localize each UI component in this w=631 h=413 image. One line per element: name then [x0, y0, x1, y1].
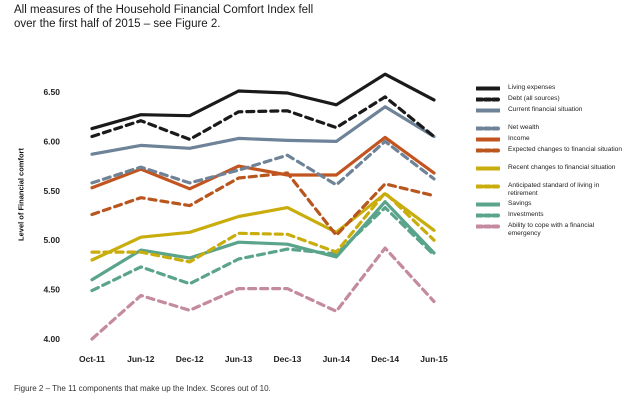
series-line — [90, 95, 436, 141]
legend-swatch — [476, 86, 500, 91]
legend-swatch — [476, 108, 500, 113]
y-tick-label: 4.00 — [43, 334, 60, 344]
x-tick-label: Dec-13 — [273, 354, 301, 364]
x-tick-label: Jun-14 — [323, 354, 351, 364]
x-tick-label: Dec-12 — [176, 354, 204, 364]
legend-item: Net wealth — [476, 124, 626, 135]
legend-item: Living expenses — [476, 84, 626, 95]
legend-item: Ability to cope with a financial emergen… — [476, 222, 626, 240]
series-line — [90, 191, 436, 264]
legend-label: Recent changes to financial situation — [508, 164, 616, 171]
legend-item: Expected changes to financial situation — [476, 146, 626, 164]
legend-item: Investments — [476, 211, 626, 222]
legend-swatch — [476, 166, 500, 171]
legend-item: Recent changes to financial situation — [476, 164, 626, 182]
series-line — [90, 192, 436, 262]
legend-swatch — [476, 224, 500, 229]
x-tick-label: Oct-11 — [79, 354, 105, 364]
y-tick-label: 6.50 — [43, 87, 60, 97]
legend-label: Ability to cope with a financial emergen… — [508, 222, 595, 237]
legend-label: Investments — [508, 211, 544, 218]
legend-item: Savings — [476, 200, 626, 211]
x-tick-label: Jun-13 — [225, 354, 253, 364]
series-line — [90, 135, 436, 191]
legend-swatch — [476, 148, 500, 153]
legend-item: Anticipated standard of living in retire… — [476, 182, 626, 200]
legend-swatch — [476, 184, 500, 189]
legend-swatch — [476, 202, 500, 207]
y-tick-label: 5.50 — [43, 186, 60, 196]
legend-label: Current financial situation — [508, 106, 583, 113]
series-line — [90, 105, 436, 156]
intro-text: All measures of the Household Financial … — [14, 4, 314, 30]
figure-caption: Figure 2 – The 11 components that make u… — [14, 384, 271, 393]
series-line — [90, 139, 436, 187]
legend: Living expenses Debt (all sources) Current… — [476, 84, 626, 240]
series-lines — [90, 72, 436, 341]
legend-item: Debt (all sources) — [476, 95, 626, 106]
series-line — [90, 171, 436, 237]
legend-label: Savings — [508, 200, 532, 207]
legend-label: Net wealth — [508, 124, 540, 131]
series-line — [90, 72, 436, 131]
legend-label: Living expenses — [508, 84, 556, 91]
legend-label: Debt (all sources) — [508, 95, 560, 102]
legend-swatch — [476, 137, 500, 142]
y-tick-label: 6.00 — [43, 136, 60, 146]
legend-swatch — [476, 97, 500, 102]
legend-label: Income — [508, 135, 530, 142]
x-tick-label: Dec-14 — [371, 354, 399, 364]
legend-swatch — [476, 213, 500, 218]
legend-item: Current financial situation — [476, 106, 626, 124]
series-line — [90, 206, 436, 293]
y-tick-label: 5.00 — [43, 235, 60, 245]
series-line — [90, 246, 436, 341]
x-tick-labels: Oct-11 Jun-12 Dec-12 Jun-13 Dec-13 Jun-14 Dec-… — [79, 354, 448, 364]
x-tick-label: Jun-12 — [127, 354, 155, 364]
x-tick-label: Jun-15 — [420, 354, 448, 364]
legend-label: Anticipated standard of living in retire… — [508, 182, 600, 197]
legend-label: Expected changes to financial situation — [508, 146, 622, 153]
legend-item: Income — [476, 135, 626, 146]
y-tick-labels: 4.00 4.50 5.00 5.50 6.00 6.50 — [43, 87, 60, 344]
y-tick-label: 4.50 — [43, 285, 60, 295]
series-line — [90, 200, 436, 282]
legend-swatch — [476, 126, 500, 131]
